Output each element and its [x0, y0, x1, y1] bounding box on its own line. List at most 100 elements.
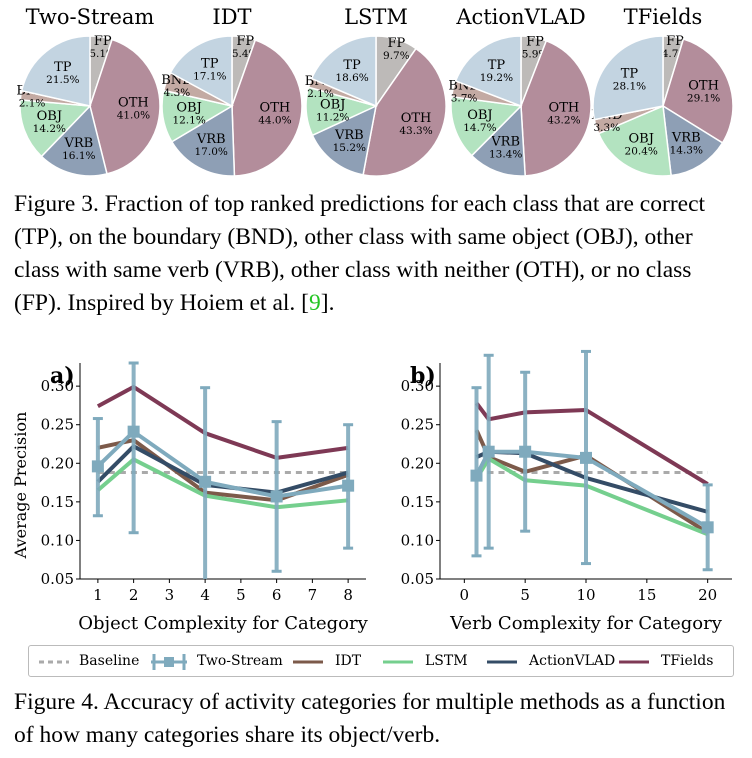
- data-point: [519, 445, 532, 458]
- pie-slice-value: 3.3%: [594, 122, 621, 134]
- x-tick-label: 6: [272, 586, 282, 604]
- pie-slice-label: OTH: [260, 101, 291, 116]
- data-point: [470, 469, 483, 482]
- pie-slice-label: VRB: [490, 135, 520, 150]
- data-point: [701, 521, 714, 534]
- pie-title: LSTM: [344, 5, 408, 29]
- y-tick-label: 0.05: [401, 570, 434, 588]
- pie-slice-oth: [362, 47, 447, 177]
- data-point: [270, 490, 283, 503]
- pie-slice-value: 29.1%: [687, 93, 720, 105]
- legend-label-actionvlad: ActionVLAD: [529, 653, 616, 669]
- pie-slice-value: 44.0%: [258, 115, 291, 127]
- pie-slice-value: 2.1%: [19, 98, 46, 110]
- x-tick-label: 5: [520, 586, 530, 604]
- pie-slice-value: 11.2%: [316, 111, 349, 123]
- series-two-stream: [91, 361, 355, 579]
- pie-slice-tp: [169, 35, 233, 108]
- line-charts: 0.05 0.10 0.15 0.20 0.25 0.30 1 2 3 4 5 6 7 8 Object C…: [11, 349, 732, 634]
- pie-slice-label: OBJ: [37, 109, 62, 124]
- pie-slice-value: 3.7%: [451, 93, 478, 105]
- pie-slice-value: 19.2%: [480, 72, 513, 84]
- panel-label: b): [410, 363, 436, 389]
- legend-swatch-baseline: [39, 660, 69, 664]
- legend-swatch-tfields: [619, 660, 649, 664]
- figure4-caption-label: Figure 4.: [14, 689, 99, 715]
- pie-slice-oth: [520, 39, 592, 177]
- pie-slice-label: FP: [666, 34, 684, 49]
- y-tick-label: 0.10: [41, 531, 74, 549]
- pie-title: Two-Stream: [26, 5, 155, 29]
- y-tick-label: 0.25: [401, 416, 434, 434]
- x-tick-label: 10: [576, 586, 595, 604]
- figure4-caption: Figure 4. Accuracy of activity categorie…: [14, 686, 742, 752]
- data-point: [91, 460, 104, 473]
- pie-idt: IDTFP5.4%OTH44.0%VRB17.0%OBJ12.1%BND4.3%…: [161, 5, 303, 177]
- pie-slice-label: OTH: [688, 79, 719, 94]
- pie-slice-label: TP: [54, 60, 72, 75]
- pie-slice-vrb: [470, 104, 526, 177]
- pie-slice-value: 28.1%: [613, 80, 646, 92]
- pie-slice-label: VRB: [671, 131, 701, 146]
- legend-label-tfields: TFields: [661, 653, 714, 669]
- series-lstm: [474, 456, 709, 537]
- pie-slice-value: 4.3%: [164, 87, 191, 99]
- pie-slice-label: FP: [236, 34, 254, 49]
- pie-slice-value: 2.1%: [307, 88, 334, 100]
- y-tick-label: 0.30: [401, 377, 434, 395]
- pie-slice-vrb: [40, 104, 108, 177]
- pie-title: IDT: [212, 5, 251, 29]
- pie-slice-value: 13.4%: [489, 149, 522, 161]
- x-tick-label: 3: [165, 586, 175, 604]
- legend-label-two-stream: Two-Stream: [197, 653, 283, 669]
- y-tick-label: 0.15: [41, 493, 74, 511]
- x-tick-label: 0: [460, 586, 470, 604]
- y-tick-label: 0.20: [41, 454, 74, 472]
- y-tick-label: 0.10: [401, 531, 434, 549]
- pie-slice-value: 20.4%: [625, 146, 658, 158]
- legend-label-idt: IDT: [335, 653, 362, 669]
- pie-slice-value: 17.1%: [193, 71, 226, 83]
- pie-slice-value: 12.1%: [172, 115, 205, 127]
- pie-slice-value: 21.5%: [46, 74, 79, 86]
- pie-slice-value: 18.6%: [335, 72, 368, 84]
- figure3-citation-link[interactable]: 9: [309, 290, 321, 316]
- x-tick-label: 2: [129, 586, 139, 604]
- pie-slice-label: FP: [94, 34, 112, 49]
- pie-slice-label: VRB: [196, 132, 226, 147]
- x-tick-label: 20: [698, 586, 717, 604]
- line-chart-verb: 0.05 0.10 0.15 0.20 0.25 0.30 0 5 10 15 20 Verb Com…: [401, 349, 732, 634]
- line-chart-object: 0.05 0.10 0.15 0.20 0.25 0.30 1 2 3 4 5 6 7 8 Object C…: [11, 361, 369, 634]
- pie-slice-value: 14.7%: [463, 122, 496, 134]
- pie-slice-label: FP: [387, 36, 405, 51]
- pie-charts: Two-StreamFP5.1%OTH41.0%VRB16.1%OBJ14.2%…: [16, 5, 734, 177]
- legend-label-lstm: LSTM: [425, 653, 468, 669]
- y-tick-label: 0.20: [401, 454, 434, 472]
- pie-slice-vrb: [170, 104, 236, 177]
- pie-slice-label: OBJ: [176, 101, 201, 116]
- series-two-stream: [470, 349, 714, 572]
- legend-swatch-lstm: [383, 660, 413, 664]
- pie-tfields: TFieldsFP4.7%OTH29.1%VRB14.3%OBJ20.4%BND…: [591, 5, 734, 177]
- pie-slice-value: 14.2%: [33, 123, 66, 135]
- x-tick-label: 8: [343, 586, 353, 604]
- pie-slice-value: 9.7%: [383, 50, 410, 62]
- pie-slice-label: OTH: [549, 101, 580, 116]
- panel-label: a): [50, 363, 75, 389]
- data-point: [482, 445, 495, 458]
- figure3-caption-end: ].: [320, 290, 335, 316]
- y-tick-label: 0.30: [41, 377, 74, 395]
- pie-slice-value: 16.1%: [62, 150, 95, 162]
- x-axis-label: Object Complexity for Category: [78, 613, 368, 634]
- pie-slice-tp: [310, 35, 377, 108]
- pie-slice-label: TP: [201, 57, 219, 72]
- pie-slice-label: OBJ: [629, 132, 654, 147]
- legend-swatch-two-stream: [151, 654, 187, 670]
- pie-slice-value: 15.2%: [333, 142, 366, 154]
- pie-slice-value: 43.2%: [547, 115, 580, 127]
- pie-lstm: LSTMFP9.7%OTH43.3%VRB15.2%OBJ11.2%BND2.1…: [305, 5, 447, 177]
- pie-slice-oth: [662, 38, 734, 144]
- pie-slice-label: FP: [526, 34, 544, 49]
- pie-slice-tp: [20, 35, 91, 107]
- x-tick-label: 15: [637, 586, 656, 604]
